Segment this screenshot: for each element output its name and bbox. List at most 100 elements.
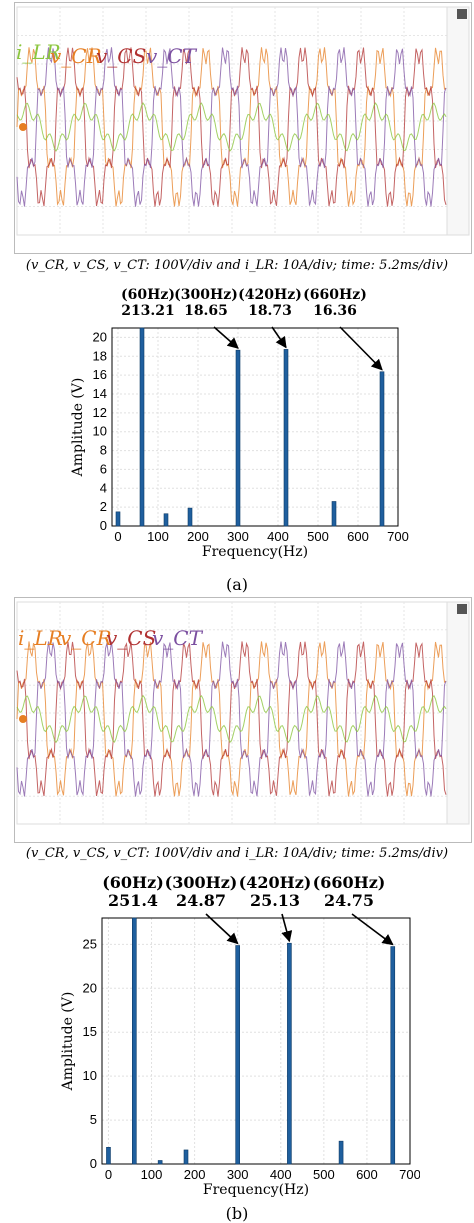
plot-frame	[111, 327, 399, 527]
scope-corner-marker	[457, 9, 467, 19]
x-tick-label: 200	[187, 529, 209, 544]
label-vcr-a: v_CR	[50, 44, 102, 68]
caption-a: (v_CR, v_CS, v_CT: 100V/div and i_LR: 10…	[25, 258, 449, 273]
annot-a-660: (660Hz) 16.36	[303, 287, 367, 320]
x-tick-label: 300	[227, 529, 249, 544]
label-vcr-b: v_CR	[60, 626, 112, 650]
ground-marker	[19, 715, 27, 723]
trace-v-cr	[16, 641, 447, 797]
y-tick-label: 14	[93, 386, 107, 401]
oscilloscope-b	[14, 597, 472, 843]
bar	[115, 511, 121, 527]
label-vcs-a: v_CS	[96, 44, 147, 68]
bar	[331, 501, 337, 527]
annot-a-300: (300Hz) 18.65	[174, 287, 238, 320]
bar	[187, 507, 193, 527]
bar	[235, 945, 240, 1165]
y-tick-label: 0	[100, 518, 107, 533]
trace-v-cs	[16, 641, 447, 797]
x-tick-label: 200	[184, 1167, 206, 1182]
oscilloscope-a	[14, 2, 472, 254]
annotation-arrow	[281, 913, 293, 943]
annot-b-660: (660Hz) 24.75	[312, 873, 386, 911]
bar	[157, 1160, 163, 1165]
bar	[235, 349, 241, 527]
x-tick-label: 700	[387, 529, 409, 544]
bar	[338, 1140, 344, 1165]
scope-scale-strip	[446, 601, 470, 825]
y-tick-label: 6	[100, 461, 107, 476]
label-ilr-b: i_LR	[18, 626, 63, 650]
y-tick-label: 25	[83, 936, 97, 951]
y-tick-label: 16	[93, 367, 107, 382]
label-vct-a: v_CT	[146, 44, 196, 68]
bar	[390, 946, 396, 1165]
scope-a-plot	[16, 6, 470, 236]
x-tick-label: 400	[267, 529, 289, 544]
label-vcs-b: v_CS	[106, 626, 157, 650]
trace-v-cs	[16, 47, 447, 207]
bar	[106, 1147, 111, 1165]
trace-i-lr	[16, 694, 447, 744]
annot-b-420: (420Hz) 25.13	[238, 873, 312, 911]
x-tick-label: 100	[147, 529, 169, 544]
y-tick-label: 20	[93, 329, 107, 344]
x-tick-label: 0	[114, 529, 121, 544]
x-tick-label: 600	[347, 529, 369, 544]
bar	[287, 942, 292, 1165]
trace-v-ct	[16, 47, 447, 207]
annot-b-300: (300Hz) 24.87	[164, 873, 238, 911]
y-tick-label: 10	[93, 424, 107, 439]
annot-a-420: (420Hz) 18.73	[238, 287, 302, 320]
x-tick-label: 500	[307, 529, 329, 544]
y-tick-label: 15	[83, 1024, 97, 1039]
trace-v-ct	[16, 641, 447, 797]
annot-a-60: (60Hz) 213.21	[121, 287, 175, 320]
x-tick-label: 100	[141, 1167, 163, 1182]
x-axis-label: Frequency(Hz)	[203, 1182, 309, 1198]
annot-b-60: (60Hz) 251.4	[102, 873, 164, 911]
x-tick-label: 600	[356, 1167, 378, 1182]
y-tick-label: 2	[100, 499, 107, 514]
label-ilr-a: i_LR	[16, 40, 61, 64]
y-axis-label: Amplitude (V)	[70, 378, 86, 478]
y-tick-label: 20	[83, 980, 97, 995]
spectrum-chart-a: 0 100 200 300 400 500 600 70002468101214161820F…	[70, 326, 409, 560]
annotation-arrow	[351, 913, 394, 946]
bar	[183, 1149, 189, 1165]
annotation-arrow	[339, 326, 383, 371]
bar	[132, 917, 137, 1165]
panel-label-a: (a)	[225, 575, 249, 594]
spectrum-chart-b: 0 100 200 300 400 500 600 700 0 5 10 15 20 25 Frequenc…	[60, 913, 420, 1198]
plot-frame	[101, 917, 411, 1165]
annotation-arrow	[213, 326, 239, 349]
trace-i-lr	[16, 102, 447, 152]
y-tick-label: 0	[90, 1156, 97, 1171]
scope-corner-marker	[457, 604, 467, 614]
y-tick-label: 4	[100, 480, 107, 495]
y-tick-label: 12	[93, 405, 107, 420]
scope-b-plot	[16, 601, 470, 825]
x-tick-label: 0	[105, 1167, 112, 1182]
scope-scale-strip	[446, 6, 470, 236]
panel-label-b: (b)	[225, 1204, 249, 1223]
ground-marker	[19, 123, 27, 131]
x-axis-label: Frequency(Hz)	[202, 544, 308, 560]
x-tick-label: 300	[227, 1167, 249, 1182]
x-tick-label: 400	[270, 1167, 292, 1182]
x-tick-label: 700	[399, 1167, 420, 1182]
bar	[283, 349, 289, 527]
annotation-arrow	[271, 326, 287, 349]
label-vct-b: v_CT	[152, 626, 202, 650]
bar	[139, 327, 145, 527]
bar	[163, 513, 169, 527]
y-tick-label: 18	[93, 348, 107, 363]
y-axis-label: Amplitude (V)	[60, 992, 76, 1092]
x-tick-label: 500	[313, 1167, 335, 1182]
annotation-arrow	[205, 913, 239, 945]
bar	[379, 371, 385, 527]
y-tick-label: 5	[90, 1112, 97, 1127]
y-tick-label: 10	[83, 1068, 97, 1083]
trace-v-cr	[16, 47, 447, 207]
y-tick-label: 8	[100, 443, 107, 458]
